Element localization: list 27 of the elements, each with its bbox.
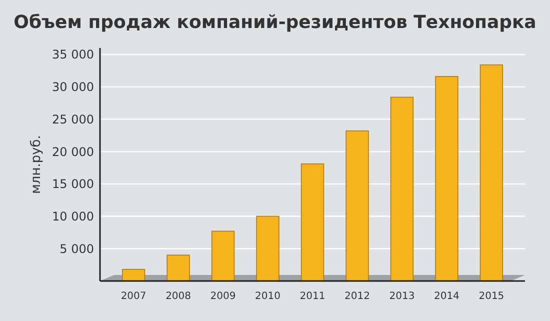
bar [122,268,146,282]
y-tick-label: 25 000 [52,112,94,126]
x-tick-label: 2015 [478,291,504,302]
y-axis-title: млн.руб. [29,135,44,194]
x-tick-label: 2012 [344,291,370,302]
bar [300,163,324,282]
bar [256,216,280,282]
x-tick-label: 2007 [120,291,146,302]
y-tick-label: 20 000 [52,144,94,159]
chart-title: Объем продаж компаний-резидентов Технопарка [14,12,536,33]
y-tick-label: 30 000 [52,80,94,94]
y-tick-label: 5 000 [60,242,94,256]
x-tick-label: 2009 [210,291,236,302]
bar [211,230,235,282]
x-tick-label: 2014 [434,291,460,302]
bar [390,96,414,282]
bar [480,64,504,282]
bar [346,130,369,282]
x-tick-label: 2010 [255,291,280,302]
y-tick-label: 10 000 [52,209,94,224]
x-tick-label: 2013 [389,291,415,302]
x-tick-label: 2011 [300,291,326,302]
x-tick-label: 2008 [166,291,192,302]
y-tick-label: 35 000 [52,48,94,62]
bar [166,254,190,282]
bar [435,76,458,282]
y-tick-label: 15 000 [52,177,94,192]
